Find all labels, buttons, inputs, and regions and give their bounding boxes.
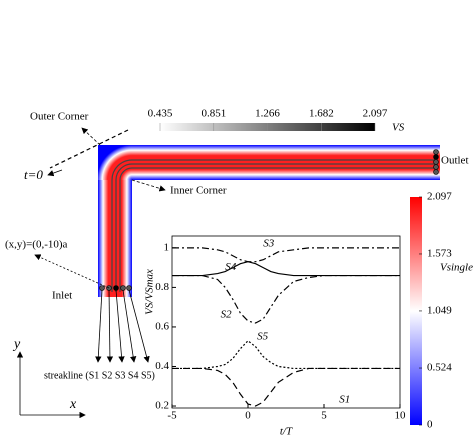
outlet-label: Outlet [441,155,469,167]
position-label: (x,y)=(0,-10)a [5,239,68,251]
colorbar-tick-label: 0.851 [201,108,226,120]
colorbar-tick-label: 1.266 [255,108,280,120]
colorbar-tick-label: 1.682 [309,108,334,120]
series-line [172,367,400,407]
series-label: S3 [263,237,275,249]
y-tick-label: 1 [164,241,170,253]
streakline-label: streakline (S1 S2 S3 S4 S5) [44,370,155,381]
pipe [98,145,440,297]
x-axis-title: t/T [280,426,293,438]
series-line [172,261,400,277]
x-axis-label: x [69,397,77,412]
colorbar-tick-label: 1.049 [427,304,452,316]
y-tick-label: 0.4 [155,360,169,372]
outer-corner-label: Outer Corner [30,111,89,123]
series-line [172,247,400,263]
colorbar-label: VS [392,122,405,134]
plot-frame [171,235,401,409]
colorbar-tick-label: 0 [427,419,433,431]
colorbar-tick-label: 1.573 [427,248,452,260]
inlet-label: Inlet [52,290,72,302]
x-tick-label: 5 [321,410,327,422]
series-label: S1 [339,394,350,406]
colorbar-tick-label: 0.524 [427,362,452,374]
y-tick-label: 0.2 [155,400,169,412]
colorbar-tick-label: 2.097 [427,191,452,203]
annotation-arrows [16,127,166,419]
t0-label: t=0 [24,167,43,182]
series-label: S2 [221,309,233,321]
inner-corner-label: Inner Corner [170,185,227,197]
colorbar-tick-label: 0.435 [148,108,173,120]
x-tick-label: 10 [395,410,407,422]
x-tick-label: -5 [167,410,177,422]
series-label: S5 [257,330,269,342]
series-label: S4 [225,261,237,273]
y-tick-label: 0.6 [155,320,169,332]
colorbar-label: Vsingle [440,262,473,274]
colorbar-tick-label: 2.097 [363,108,388,120]
y-axis-title: VS/VSmax [144,269,156,315]
inset-background [168,232,404,412]
y-tick-label: 0.8 [155,281,169,293]
x-tick-label: 0 [245,410,251,422]
y-axis-label: y [12,337,21,352]
